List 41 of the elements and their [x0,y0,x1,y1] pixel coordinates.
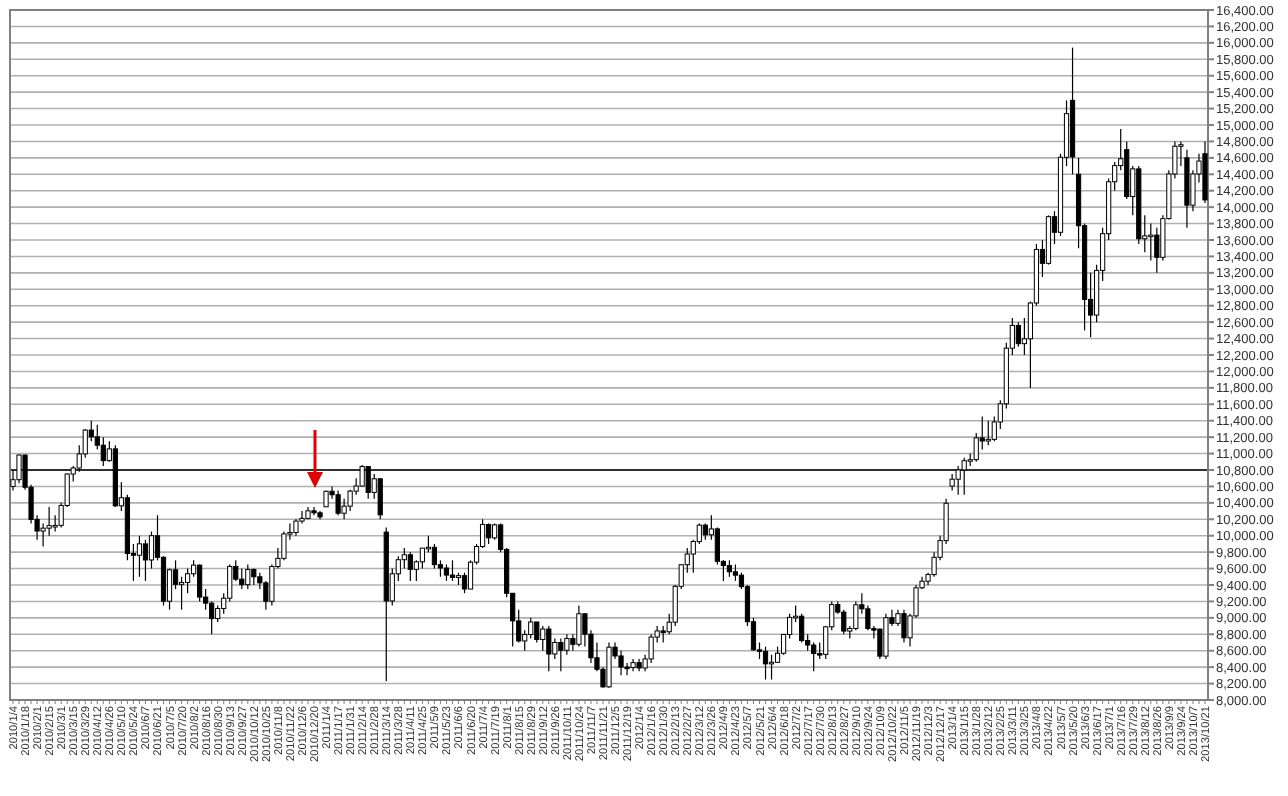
candlestick [1202,140,1208,204]
candlestick [377,477,383,520]
candlestick [811,641,817,672]
candlestick [281,531,287,561]
candlestick [576,604,582,648]
candlestick [546,625,552,672]
candlestick [16,453,22,484]
candlestick [1148,222,1154,262]
candlestick [853,600,859,631]
candlestick [841,609,847,635]
candlestick [239,567,245,590]
candlestick [431,543,438,570]
candlestick [335,489,341,516]
candlestick [648,633,654,664]
candlestick [341,498,347,520]
candlestick [768,654,775,681]
candlestick [985,420,991,446]
candlestick [961,457,967,496]
candlestick [534,621,540,644]
candlestick [540,625,546,652]
candlestick [799,613,805,644]
candlestick [618,650,624,676]
candlestick [883,613,889,660]
candlestick [365,465,371,500]
candlestick [606,641,612,689]
candlestick [136,535,143,578]
candlestick [949,473,955,492]
candlestick [762,646,769,681]
candlestick [1184,149,1190,229]
candlestick [485,522,492,545]
candlestick [1015,321,1021,348]
candlestick [178,576,185,611]
candlestick [901,609,907,644]
candlestick [142,539,149,582]
candlestick [955,465,961,496]
candlestick [245,563,251,590]
candlestick [449,559,456,582]
candlestick [407,551,413,582]
candlestick [558,637,564,672]
candlestick [197,563,203,603]
candlestick [359,464,365,488]
